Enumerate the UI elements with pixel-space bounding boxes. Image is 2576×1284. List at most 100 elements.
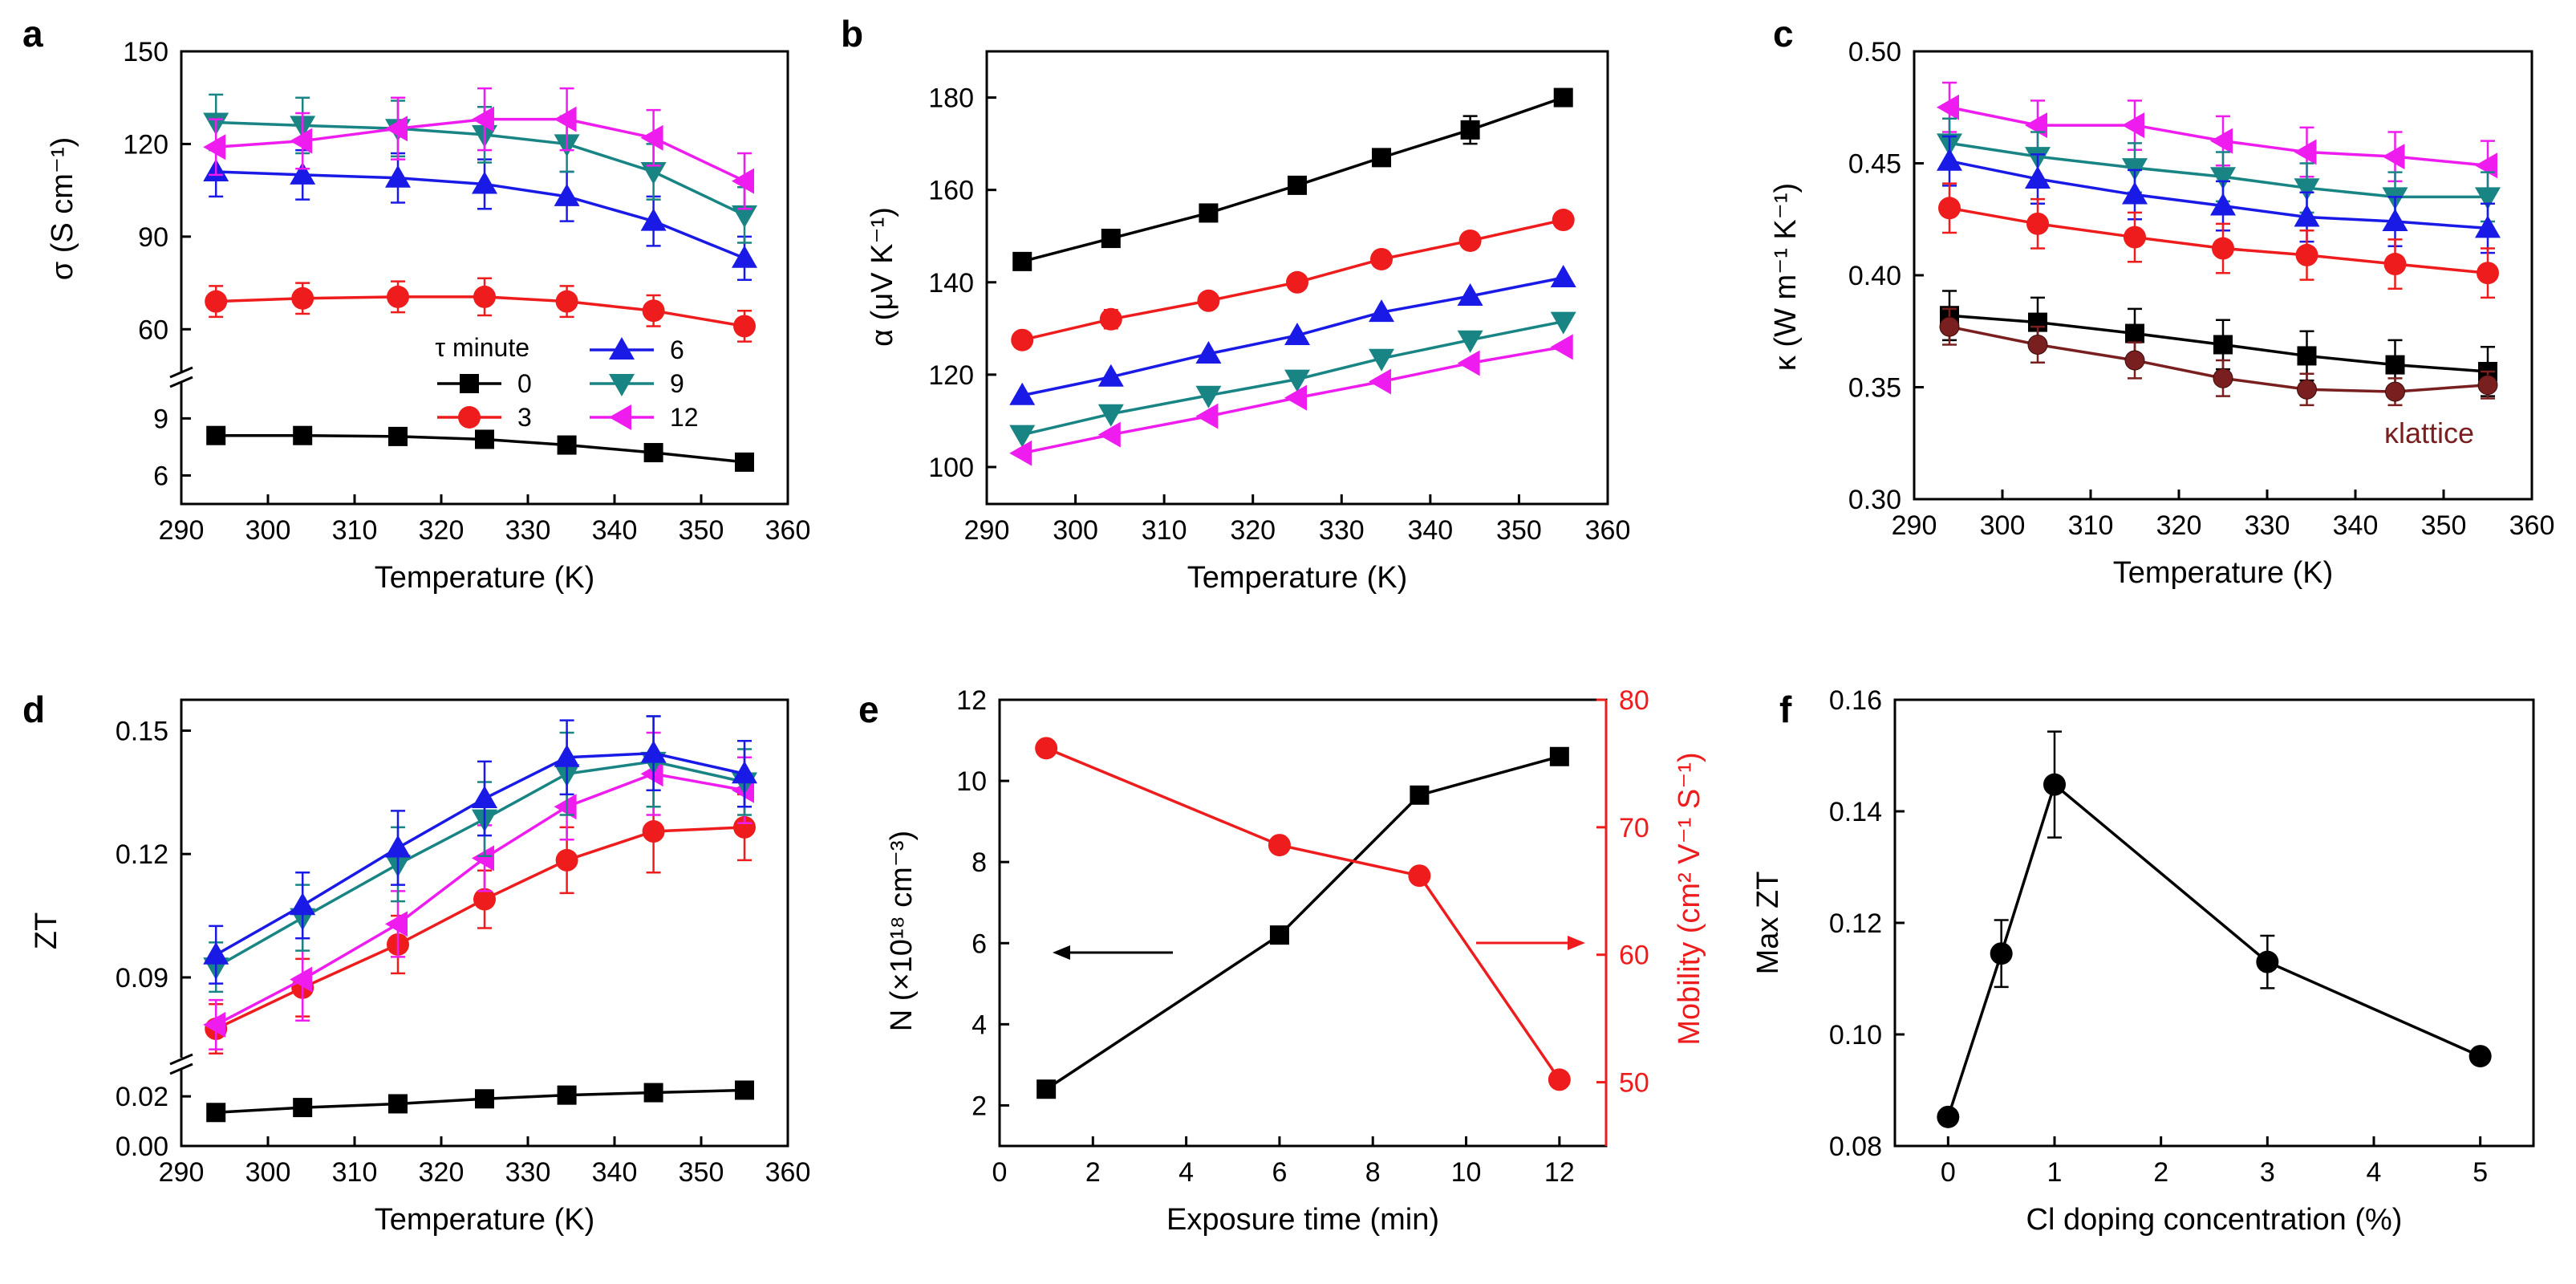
panel-d: 290 300 310 320 330 340 350 360 Temperature (K) 0… bbox=[30, 698, 810, 1237]
series-12-point bbox=[2475, 152, 2497, 179]
series-12-point bbox=[640, 761, 663, 787]
series-mobility-point bbox=[1548, 1068, 1571, 1091]
series-3-point bbox=[2212, 237, 2234, 260]
series-12-point bbox=[1369, 368, 1392, 395]
series-N-point bbox=[1410, 785, 1430, 805]
x-tick-label: 5 bbox=[2473, 1157, 2488, 1188]
x-tick-label: 360 bbox=[1585, 515, 1631, 546]
series-6-point bbox=[472, 786, 497, 809]
series-6-point bbox=[290, 161, 316, 185]
series-12-point bbox=[1195, 403, 1219, 429]
series-max-zt-point bbox=[1990, 942, 2013, 965]
series-N-point bbox=[1036, 1079, 1057, 1099]
series-0-point bbox=[643, 443, 663, 463]
x-tick-label: 300 bbox=[245, 515, 291, 546]
series-9-point bbox=[2294, 178, 2320, 201]
y-axis-label: κ (W m⁻¹ K⁻¹) bbox=[1769, 183, 1803, 371]
series-9-point bbox=[2475, 187, 2501, 210]
y-tick-label: 60 bbox=[138, 315, 168, 345]
x-tick-label: 310 bbox=[2068, 510, 2114, 541]
series-12-point bbox=[1009, 440, 1032, 466]
y-axis-label: α (μV K⁻¹) bbox=[866, 207, 899, 347]
y-tick-label: 0.30 bbox=[1848, 485, 1901, 515]
series-κlattice-point bbox=[2297, 379, 2317, 400]
panel-label-d: d bbox=[22, 689, 45, 730]
series-6-point bbox=[203, 941, 229, 965]
series-0-point bbox=[1288, 175, 1307, 195]
series-3-point bbox=[2026, 212, 2049, 235]
y-tick-label: 120 bbox=[928, 360, 974, 391]
series-3-point bbox=[733, 315, 756, 338]
series-3-point bbox=[1938, 197, 1961, 220]
series-0-point bbox=[1460, 120, 1480, 140]
y-tick-label-left: 2 bbox=[972, 1091, 987, 1121]
series-9-point bbox=[640, 162, 667, 185]
x-tick-label: 1 bbox=[2047, 1157, 2063, 1188]
y-tick-label: 0.02 bbox=[116, 1082, 168, 1112]
y-axis-label: Max ZT bbox=[1751, 872, 1785, 975]
y-tick-label: 9 bbox=[153, 404, 168, 434]
arrow-right-axis-head bbox=[1568, 936, 1585, 950]
series-6-point bbox=[554, 744, 580, 767]
x-tick-label: 6 bbox=[1272, 1157, 1287, 1188]
annotation-kappa-lattice: κlattice bbox=[2384, 416, 2474, 449]
y-axis-label-right: Mobility (cm² V⁻¹ S⁻¹) bbox=[1673, 752, 1706, 1045]
series-mobility-point bbox=[1268, 834, 1291, 857]
series-0-point bbox=[557, 1085, 577, 1105]
legend-marker bbox=[458, 406, 481, 429]
series-0-point bbox=[2297, 346, 2317, 366]
y-tick-label-right: 60 bbox=[1619, 941, 1649, 971]
x-tick-label: 2 bbox=[1085, 1157, 1101, 1188]
series-3-point bbox=[642, 299, 665, 323]
series-3-point bbox=[1458, 229, 1482, 252]
x-tick-label: 4 bbox=[2367, 1157, 2382, 1188]
y-tick-label-left: 6 bbox=[972, 928, 987, 959]
x-tick-label: 8 bbox=[1365, 1157, 1381, 1188]
y-tick-label: 100 bbox=[928, 453, 974, 483]
series-3-point bbox=[2295, 243, 2318, 266]
y-axis-label-left: N (×10¹⁸ cm⁻³) bbox=[885, 831, 919, 1031]
panel-b: 290 300 310 320 330 340 350 360 Temperature (K) 1… bbox=[866, 50, 1631, 595]
legend-label: 0 bbox=[517, 369, 532, 398]
x-tick-label: 360 bbox=[2509, 510, 2555, 541]
x-axis-label: Exposure time (min) bbox=[1166, 1203, 1439, 1237]
axis-break bbox=[169, 1063, 193, 1075]
series-12-point bbox=[2382, 144, 2405, 170]
series-max-zt-point bbox=[2468, 1045, 2492, 1068]
series-N-line bbox=[1045, 755, 1560, 1091]
series-9-point bbox=[1097, 404, 1124, 427]
series-0-point bbox=[388, 1094, 408, 1114]
series-6-point bbox=[1009, 382, 1036, 405]
series-12-point bbox=[472, 106, 494, 132]
series-12-point bbox=[290, 128, 313, 154]
x-tick-label: 0 bbox=[992, 1157, 1008, 1188]
x-tick-label: 300 bbox=[245, 1157, 291, 1188]
panel-c: 290 300 310 320 330 340 350 360 Temperature (K) 0… bbox=[1769, 37, 2554, 590]
x-tick-label: 340 bbox=[592, 1157, 638, 1188]
x-tick-label: 350 bbox=[679, 1157, 724, 1188]
series-12-point bbox=[554, 794, 577, 820]
y-tick-label: 0.08 bbox=[1829, 1132, 1882, 1162]
series-6-point bbox=[554, 183, 580, 206]
series-12-point bbox=[640, 124, 663, 151]
series-max-zt-point bbox=[2256, 950, 2279, 973]
y-tick-label: 0.50 bbox=[1848, 37, 1901, 67]
series-9-line bbox=[215, 760, 745, 969]
series-0-point bbox=[2385, 355, 2405, 375]
x-tick-label: 4 bbox=[1178, 1157, 1194, 1188]
series-3-point bbox=[205, 290, 228, 313]
x-tick-label: 320 bbox=[419, 515, 464, 546]
plot-frame bbox=[985, 50, 1609, 506]
x-tick-label: 310 bbox=[332, 1157, 378, 1188]
x-axis-label: Temperature (K) bbox=[375, 561, 595, 595]
y-tick-label: 160 bbox=[928, 176, 974, 206]
series-6-point bbox=[2210, 193, 2236, 216]
series-3-point bbox=[555, 290, 578, 313]
series-12-point bbox=[1097, 421, 1121, 448]
x-tick-label: 340 bbox=[2333, 510, 2379, 541]
x-tick-label: 350 bbox=[1496, 515, 1542, 546]
series-12-point bbox=[472, 845, 494, 872]
y-tick-label: 150 bbox=[123, 37, 168, 67]
series-6-point bbox=[1284, 322, 1310, 345]
